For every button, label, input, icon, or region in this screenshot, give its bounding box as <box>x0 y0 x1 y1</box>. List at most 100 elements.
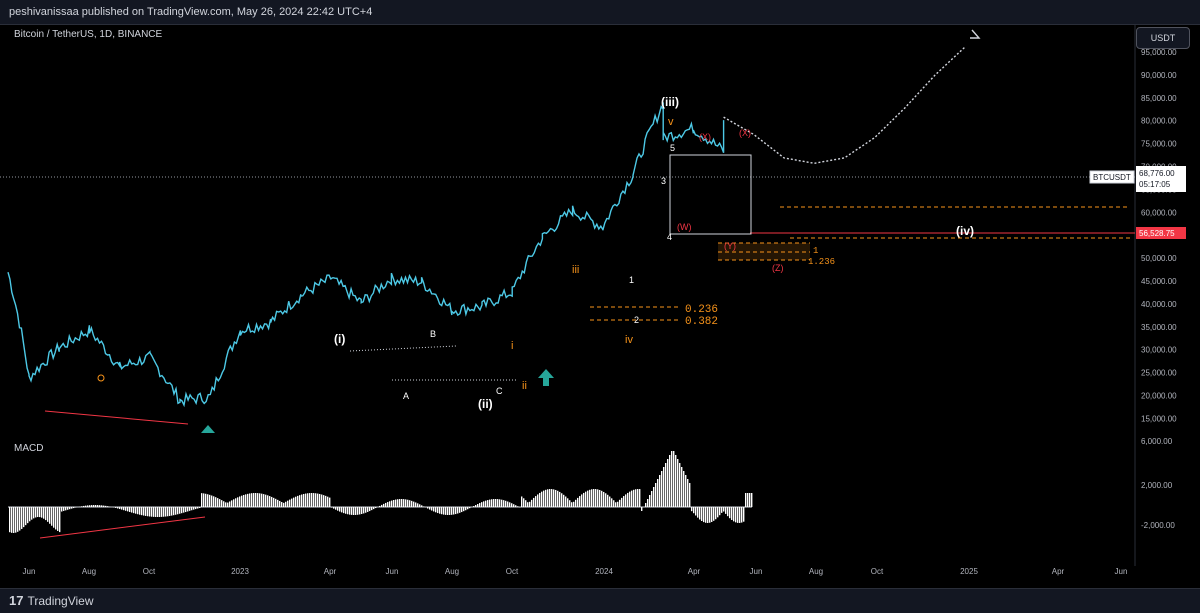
wave-label-4: 4 <box>667 232 672 242</box>
wave-label-A: A <box>403 391 409 401</box>
macd-bar <box>495 499 496 507</box>
macd-bar <box>591 489 592 507</box>
macd-bar <box>261 494 262 507</box>
macd-bar <box>251 493 252 507</box>
macd-bar <box>397 499 398 507</box>
macd-bar <box>633 490 634 507</box>
macd-bar <box>433 507 434 511</box>
x-tick-label: Aug <box>82 567 96 576</box>
macd-bar <box>477 504 478 507</box>
macd-bar <box>639 489 640 507</box>
macd-bar <box>57 507 58 531</box>
projection-path <box>724 47 966 164</box>
macd-bar <box>629 492 630 507</box>
macd-bar <box>593 489 594 507</box>
macd-bar <box>661 471 662 507</box>
macd-bar <box>133 507 134 513</box>
macd-bar <box>705 507 706 523</box>
macd-bar <box>597 489 598 507</box>
macd-bar <box>721 507 722 513</box>
macd-bar <box>347 507 348 514</box>
macd-bar <box>735 507 736 522</box>
buy-arrow-icon <box>201 425 215 433</box>
macd-bar <box>745 493 746 507</box>
macd-bar <box>587 491 588 507</box>
macd-bar <box>135 507 136 514</box>
macd-bar <box>121 507 122 510</box>
macd-bar <box>143 507 144 516</box>
macd-bar <box>461 507 462 512</box>
macd-bar <box>285 502 286 507</box>
macd-bar <box>573 502 574 507</box>
countdown-label: 05:17:05 <box>1139 180 1171 189</box>
projection-arrowhead-icon <box>970 30 979 38</box>
macd-bar <box>167 507 168 516</box>
macd-bar <box>457 507 458 514</box>
macd-bar <box>97 505 98 507</box>
macd-bar <box>589 490 590 507</box>
macd-bar <box>599 490 600 507</box>
macd-bar <box>19 507 20 531</box>
macd-bar <box>625 494 626 507</box>
macd-bar <box>211 496 212 507</box>
macd-bar <box>239 496 240 507</box>
macd-bar <box>47 507 48 522</box>
macd-bar <box>673 451 674 507</box>
macd-bar <box>89 505 90 507</box>
macd-bar <box>29 507 30 521</box>
macd-bar <box>345 507 346 514</box>
macd-bar <box>269 496 270 507</box>
macd-bar <box>245 494 246 507</box>
price-chart[interactable]: 95,000.0090,000.0085,000.0080,000.0075,0… <box>0 24 1200 588</box>
macd-bar <box>361 507 362 514</box>
macd-bar <box>225 502 226 507</box>
macd-bar <box>69 507 70 509</box>
macd-bar <box>579 496 580 507</box>
macd-bar <box>501 500 502 507</box>
support-price-tag: 56,528.75 <box>1136 227 1186 239</box>
macd-bar <box>207 494 208 507</box>
macd-bar <box>499 499 500 507</box>
macd-bar <box>59 507 60 532</box>
macd-bar <box>119 507 120 509</box>
macd-bar <box>275 499 276 507</box>
x-tick-label: Jun <box>1115 567 1128 576</box>
macd-bar <box>305 494 306 507</box>
macd-bar <box>149 507 150 517</box>
macd-bar <box>691 507 692 511</box>
macd-bar <box>711 507 712 522</box>
macd-bar <box>9 507 10 532</box>
macd-bar <box>231 500 232 507</box>
wave-label-C: C <box>496 386 503 396</box>
macd-bar <box>545 490 546 507</box>
macd-bar <box>329 498 330 507</box>
macd-bar <box>73 507 74 508</box>
macd-bar <box>391 501 392 507</box>
macd-bar <box>653 487 654 507</box>
macd-bar <box>357 507 358 515</box>
macd-bar <box>349 507 350 515</box>
x-tick-label: Aug <box>809 567 823 576</box>
macd-bar <box>307 493 308 507</box>
macd-bar <box>421 505 422 507</box>
publisher-bar: peshivanissaa published on TradingView.c… <box>0 0 1200 25</box>
macd-bar <box>93 505 94 507</box>
macd-bar <box>319 494 320 507</box>
macd-bar <box>717 507 718 517</box>
macd-bar <box>175 507 176 515</box>
macd-bar <box>31 507 32 520</box>
macd-bar <box>701 507 702 521</box>
macd-bar <box>487 500 488 507</box>
macd-bar <box>13 507 14 533</box>
macd-bar <box>555 490 556 507</box>
x-tick-label: 2024 <box>595 567 613 576</box>
macd-bar <box>747 493 748 507</box>
x-tick-label: Apr <box>324 567 337 576</box>
macd-bar <box>197 507 198 509</box>
macd-bar <box>437 507 438 513</box>
macd-bar <box>223 501 224 507</box>
price-divergence-line <box>45 411 188 424</box>
macd-tick-label: -2,000.00 <box>1141 521 1175 530</box>
macd-bar <box>727 507 728 516</box>
